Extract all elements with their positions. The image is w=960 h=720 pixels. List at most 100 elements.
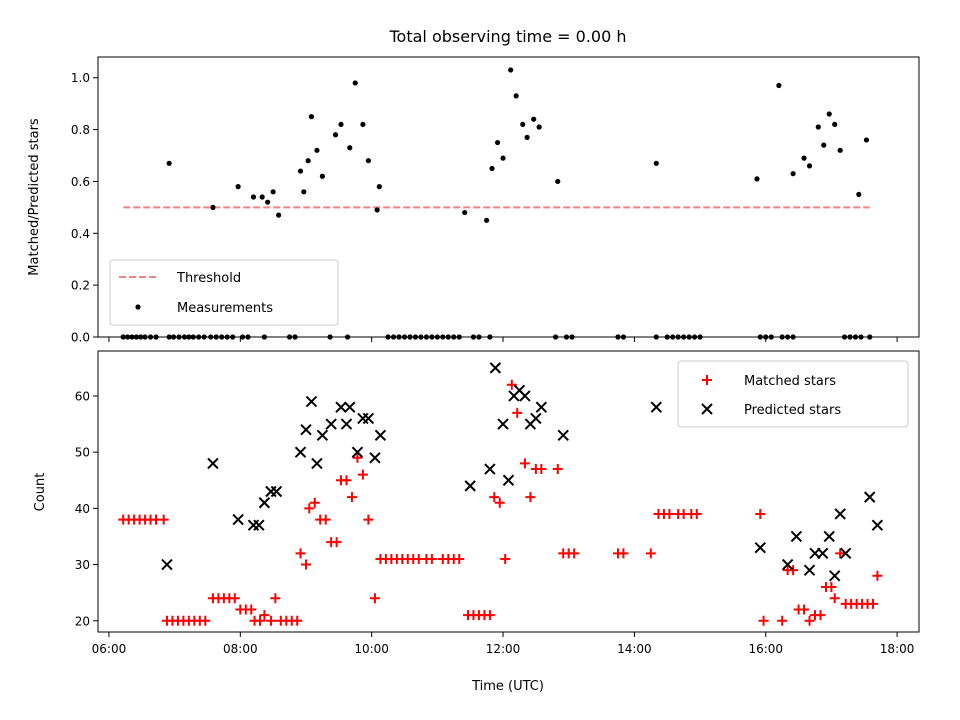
count-axes-frame	[97, 350, 920, 633]
matched-stars-point	[536, 464, 547, 475]
x-tick-label: 10:00	[354, 642, 389, 656]
measurements-point	[536, 124, 542, 130]
measurements-point	[484, 217, 490, 223]
predicted-stars-point	[497, 418, 509, 430]
measurements-point	[338, 121, 344, 128]
measurements-point	[305, 158, 311, 164]
predicted-stars-point	[340, 418, 353, 430]
predicted-stars-point	[374, 429, 387, 442]
matched-stars-point	[815, 610, 826, 621]
chart-title: Total observing time = 0.00 h	[388, 27, 626, 46]
predicted-stars-point	[484, 463, 496, 475]
x-tick-label: 06:00	[92, 642, 127, 656]
matched-stars-point	[255, 615, 266, 626]
y-tick-label: 0.2	[71, 279, 90, 293]
matched-stars-point	[292, 615, 303, 626]
measurements-point	[508, 67, 514, 73]
matched-stars-point	[246, 604, 257, 615]
predicted-stars-point	[464, 480, 476, 492]
y-tick-label: 50	[75, 446, 90, 460]
matched-stars-point	[363, 514, 374, 525]
matched-stars-point	[500, 553, 511, 564]
y-tick-label: 60	[75, 389, 90, 403]
matched-stars-point	[304, 503, 315, 514]
matched-stars-point	[868, 598, 879, 609]
matched-stars-point	[758, 615, 769, 626]
measurements-point	[265, 199, 271, 205]
measurements-point	[821, 142, 827, 148]
measurements-point	[360, 121, 366, 128]
measurements-point	[513, 93, 519, 99]
matched-stars-point	[755, 508, 766, 519]
measurements-point	[297, 168, 304, 174]
y-tick-label: 20	[75, 614, 90, 628]
predicted-stars-point	[305, 395, 318, 408]
predicted-stars-point	[300, 423, 312, 436]
matched-stars-point	[200, 615, 211, 626]
measurements-point	[276, 212, 282, 218]
predicted-stars-point	[754, 541, 766, 554]
measurements-point	[489, 165, 495, 172]
measurements-point	[776, 82, 782, 89]
measurements-point	[801, 155, 807, 161]
predicted-stars-point	[232, 513, 244, 526]
matched-stars-point	[777, 615, 788, 626]
measurements-point	[210, 204, 216, 210]
count-panel: 06:00 08:00 10:00 12:00 14:00 16:00 18:00 20 30 4…	[33, 350, 920, 694]
matched-stars-point	[484, 610, 495, 621]
measurements-point	[376, 184, 382, 190]
matched-stars-point	[835, 548, 846, 559]
legend-box	[109, 259, 339, 326]
predicted-stars-point	[823, 530, 835, 543]
matched-stars-point	[229, 593, 240, 604]
measurements-point	[826, 111, 832, 117]
legend-measurements-swatch	[135, 304, 141, 310]
measurements-point	[259, 194, 265, 200]
x-tick-label: 08:00	[223, 642, 258, 656]
measurements-point	[332, 132, 339, 138]
matched-stars-point	[618, 548, 629, 559]
measurements-point	[374, 207, 380, 213]
measurements-point	[308, 114, 315, 120]
matched-stars-point	[320, 514, 331, 525]
x-axis-label: Time (UTC)	[471, 679, 544, 694]
measurements-point	[520, 121, 526, 128]
predicted-stars-point	[294, 446, 307, 458]
predicted-stars-point	[258, 497, 271, 509]
matched-stars-point	[494, 497, 505, 508]
predicted-stars-point	[829, 570, 841, 582]
x-tick-label: 18:00	[880, 642, 915, 656]
ratio-axes-frame	[97, 56, 920, 338]
predicted-stars-point	[557, 429, 569, 442]
count-y-axis-label: Count	[33, 473, 48, 512]
measurements-point	[832, 121, 838, 128]
matched-stars-point	[341, 475, 352, 486]
legend-matched-label: Matched stars	[744, 374, 836, 389]
measurements-point	[500, 155, 506, 161]
measurements-point	[856, 191, 862, 198]
legend-measurements-label: Measurements	[177, 301, 273, 316]
matched-stars-point	[799, 604, 810, 615]
measurements-point	[790, 171, 796, 177]
y-tick-label: 0.0	[71, 331, 90, 345]
predicted-stars-point	[335, 401, 347, 413]
predicted-stars-point	[871, 519, 884, 531]
matched-stars-point	[826, 582, 837, 593]
matched-stars-point	[691, 508, 702, 519]
y-tick-label: 0.8	[71, 123, 90, 137]
measurements-point	[863, 137, 870, 143]
matched-stars-point	[664, 508, 675, 519]
matched-stars-point	[357, 469, 368, 480]
count-legend: Matched stars Predicted stars	[677, 360, 909, 428]
x-tick-label: 16:00	[748, 642, 783, 656]
predicted-stars-point	[161, 558, 173, 571]
measurements-point	[301, 189, 307, 195]
predicted-stars-point	[781, 558, 794, 571]
predicted-stars-point	[519, 390, 531, 402]
predicted-stars-point	[839, 547, 852, 560]
measurements-point	[462, 209, 468, 216]
predicted-stars-point	[369, 452, 381, 464]
measurements-point	[235, 184, 241, 190]
